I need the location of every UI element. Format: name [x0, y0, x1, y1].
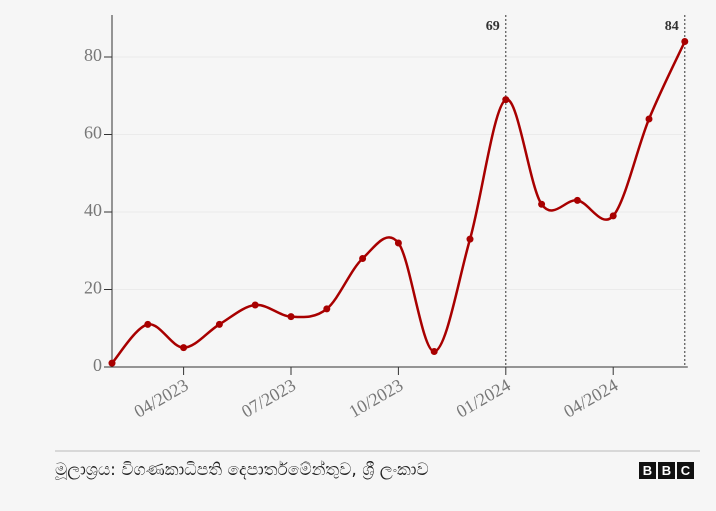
- point: [323, 305, 331, 313]
- x-tick-label: 04/2024: [560, 375, 621, 422]
- y-tick-label: 80: [84, 45, 102, 65]
- logo-box: [639, 462, 656, 479]
- logo-letter: B: [662, 463, 671, 478]
- x-tick-label: 07/2023: [238, 375, 299, 422]
- point: [681, 38, 689, 45]
- point: [251, 301, 259, 309]
- y-tick-label: 40: [84, 200, 102, 220]
- point: [287, 313, 295, 321]
- point: [609, 212, 617, 220]
- y-tick-label: 0: [93, 355, 102, 375]
- point: [394, 239, 402, 247]
- logo-letter: B: [643, 463, 652, 478]
- annotation-label: 69: [486, 19, 500, 34]
- point: [430, 348, 438, 355]
- point: [108, 359, 116, 367]
- point: [215, 320, 223, 328]
- logo-box: [677, 462, 694, 479]
- logo-letter: C: [681, 463, 691, 478]
- x-tick-label: 04/2023: [131, 375, 192, 422]
- point: [502, 96, 510, 104]
- line: [111, 40, 686, 364]
- point: [466, 235, 474, 243]
- point: [573, 196, 581, 204]
- point: [538, 200, 546, 208]
- point: [144, 320, 152, 328]
- annotation-label: 84: [665, 19, 679, 34]
- point: [359, 255, 367, 262]
- logo-box: [658, 462, 675, 479]
- y-tick-label: 20: [84, 278, 102, 298]
- point: [645, 115, 653, 123]
- y-tick-label: 60: [84, 123, 102, 143]
- x-tick-label: 01/2024: [453, 375, 514, 422]
- x-tick-label: 10/2023: [345, 375, 406, 422]
- point: [180, 344, 188, 352]
- source: මූලාශ්‍රය: විගණකාධිපති දෙපාර්තමේන්තුව, ශ…: [55, 460, 429, 480]
